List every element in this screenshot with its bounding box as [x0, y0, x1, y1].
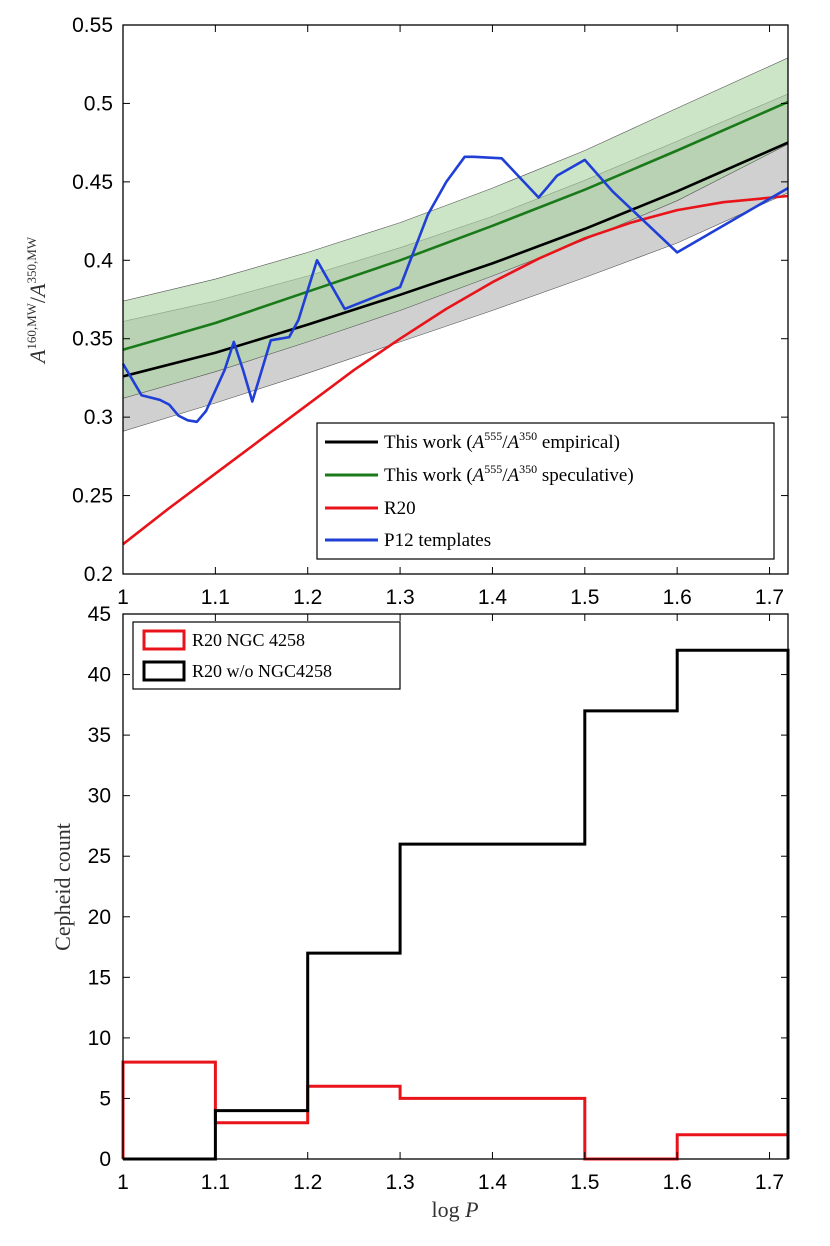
- bottom-y-tick-label: 40: [88, 664, 111, 687]
- bottom-y-tick-label: 25: [88, 845, 111, 868]
- top-x-tick-label: 1.6: [663, 586, 692, 609]
- top-y-axis-label: A160,MW/A350,MW: [24, 236, 50, 365]
- top-y-tick-label: 0.5: [84, 92, 113, 115]
- bottom-x-tick-label: 1.6: [663, 1171, 692, 1194]
- series-line-1: [122, 100, 789, 351]
- bottom-y-tick-label: 5: [99, 1087, 111, 1110]
- legend-label-empirical: This work (A555/A350 empirical): [384, 429, 620, 453]
- top-x-tick-label: 1.2: [293, 586, 322, 609]
- histogram-0: [121, 1060, 790, 1161]
- top-axes-box: [122, 24, 789, 575]
- bottom-y-tick-label: 30: [88, 785, 111, 808]
- top-y-tick-label: 0.45: [72, 171, 113, 194]
- bottom-y-axis-label: Cepheid count: [50, 823, 75, 951]
- top-legend-box: [316, 422, 775, 560]
- top-x-tick-label: 1: [117, 586, 129, 609]
- top-y-tick-label: 0.25: [72, 485, 113, 508]
- bottom-y-tick-label: 35: [88, 724, 111, 747]
- bottom-y-tick-label: 0: [99, 1148, 111, 1171]
- legend-label-without-ngc4258: R20 w/o NGC4258: [192, 661, 332, 681]
- legend-label-p12: P12 templates: [384, 530, 491, 551]
- legend-label-speculative: This work (A555/A350 speculative): [384, 462, 634, 486]
- top-x-tick-label: 1.3: [385, 586, 414, 609]
- bottom-x-tick-label: 1.4: [478, 1171, 508, 1194]
- top-ticks: 1 1.1 1.2 1.3 1.4 1.5 1.6 1.7 0.2 0.25 0.3 0.35 0.4 0…: [72, 14, 788, 609]
- bottom-axes-box: [122, 613, 789, 1160]
- bottom-histograms: [121, 648, 790, 1161]
- legend-swatch-without-ngc4258: [142, 660, 186, 682]
- top-x-tick-label: 1.7: [755, 586, 784, 609]
- bottom-y-tick-label: 20: [88, 906, 111, 929]
- series-line-2: [122, 194, 789, 546]
- bottom-x-tick-label: 1.3: [385, 1171, 414, 1194]
- bottom-legend: R20 NGC 4258 R20 w/o NGC4258: [132, 621, 401, 690]
- histogram-1: [123, 648, 790, 1161]
- bottom-x-tick-label: 1.7: [755, 1171, 784, 1194]
- bottom-y-tick-label: 15: [88, 966, 111, 989]
- bottom-y-tick-label: 10: [88, 1027, 111, 1050]
- legend-swatch-ngc4258: [142, 629, 186, 651]
- top-x-tick-label: 1.5: [570, 586, 599, 609]
- top-lines: [121, 100, 789, 546]
- legend-label-r20: R20: [384, 498, 416, 519]
- top-y-tick-label: 0.55: [72, 14, 113, 37]
- top-legend: This work (A555/A350 empirical) This wor…: [316, 422, 775, 560]
- legend-label-ngc4258: R20 NGC 4258: [192, 630, 305, 650]
- bottom-legend-box: [132, 621, 401, 690]
- series-line-3: [121, 155, 789, 424]
- bottom-chart: 1 1.1 1.2 1.3 1.4 1.5 1.6 1.7 0 5 10 15 20 25 30 35 40 45…: [50, 603, 790, 1222]
- bottom-y-tick-label: 45: [88, 603, 111, 626]
- bottom-plot-area: [123, 614, 788, 1159]
- bottom-x-tick-label: 1.5: [570, 1171, 599, 1194]
- bottom-x-tick-label: 1: [117, 1171, 129, 1194]
- top-y-tick-label: 0.4: [84, 249, 114, 272]
- top-y-tick-label: 0.3: [84, 406, 113, 429]
- top-y-tick-label: 0.35: [72, 328, 113, 351]
- top-x-tick-label: 1.1: [201, 586, 230, 609]
- bottom-x-tick-label: 1.1: [201, 1171, 230, 1194]
- bottom-x-axis-label: log P: [431, 1197, 478, 1222]
- bottom-x-tick-label: 1.2: [293, 1171, 322, 1194]
- top-x-tick-label: 1.4: [478, 586, 508, 609]
- top-y-tick-label: 0.2: [84, 563, 113, 586]
- top-chart: 1 1.1 1.2 1.3 1.4 1.5 1.6 1.7 0.2 0.25 0.3 0.35 0.4 0…: [24, 14, 789, 609]
- bottom-ticks: 1 1.1 1.2 1.3 1.4 1.5 1.6 1.7 0 5 10 15 20 25 30 35 40 45: [88, 603, 788, 1194]
